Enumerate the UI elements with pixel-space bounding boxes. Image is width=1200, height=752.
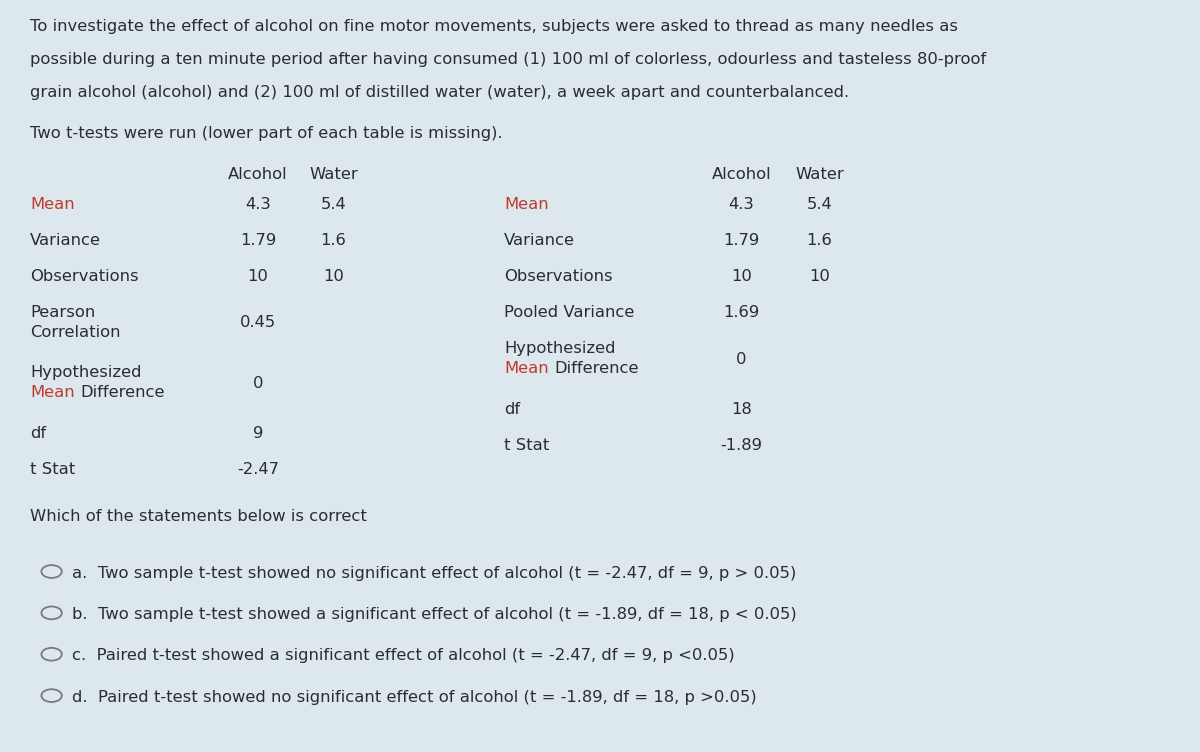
- Text: Water: Water: [310, 167, 358, 182]
- Text: To investigate the effect of alcohol on fine motor movements, subjects were aske: To investigate the effect of alcohol on …: [30, 19, 958, 34]
- Text: t Stat: t Stat: [30, 462, 76, 477]
- Text: -1.89: -1.89: [720, 438, 763, 453]
- Text: Mean: Mean: [30, 385, 74, 400]
- Text: t Stat: t Stat: [504, 438, 550, 453]
- Text: Alcohol: Alcohol: [712, 167, 772, 182]
- Text: 1.79: 1.79: [240, 233, 276, 248]
- Text: Hypothesized: Hypothesized: [30, 365, 142, 381]
- Text: 10: 10: [809, 269, 830, 284]
- Text: Observations: Observations: [30, 269, 139, 284]
- Text: 10: 10: [731, 269, 752, 284]
- Text: 5.4: 5.4: [320, 197, 347, 212]
- Text: Alcohol: Alcohol: [228, 167, 288, 182]
- Text: possible during a ten minute period after having consumed (1) 100 ml of colorles: possible during a ten minute period afte…: [30, 52, 986, 67]
- Text: d.  Paired t-test showed no significant effect of alcohol (t = -1.89, df = 18, p: d. Paired t-test showed no significant e…: [72, 690, 757, 705]
- Text: a.  Two sample t-test showed no significant effect of alcohol (t = -2.47, df = 9: a. Two sample t-test showed no significa…: [72, 566, 797, 581]
- Text: Hypothesized: Hypothesized: [504, 341, 616, 356]
- Text: 18: 18: [731, 402, 752, 417]
- Text: b.  Two sample t-test showed a significant effect of alcohol (t = -1.89, df = 18: b. Two sample t-test showed a significan…: [72, 607, 797, 622]
- Text: Mean: Mean: [504, 197, 548, 212]
- Text: Variance: Variance: [30, 233, 101, 248]
- Text: Variance: Variance: [504, 233, 575, 248]
- Text: 9: 9: [253, 426, 263, 441]
- Text: c.  Paired t-test showed a significant effect of alcohol (t = -2.47, df = 9, p <: c. Paired t-test showed a significant ef…: [72, 648, 734, 663]
- Text: 10: 10: [323, 269, 344, 284]
- Text: 0: 0: [253, 375, 263, 390]
- Text: df: df: [504, 402, 520, 417]
- Text: 10: 10: [247, 269, 269, 284]
- Text: df: df: [30, 426, 46, 441]
- Text: Which of the statements below is correct: Which of the statements below is correct: [30, 509, 367, 524]
- Text: Difference: Difference: [554, 361, 638, 376]
- Text: Water: Water: [796, 167, 844, 182]
- Text: 0: 0: [737, 351, 746, 366]
- Text: Pearson: Pearson: [30, 305, 95, 320]
- Text: 1.6: 1.6: [320, 233, 347, 248]
- Text: Mean: Mean: [504, 361, 548, 376]
- Text: Observations: Observations: [504, 269, 613, 284]
- Text: 5.4: 5.4: [806, 197, 833, 212]
- Text: Correlation: Correlation: [30, 325, 120, 340]
- Text: Pooled Variance: Pooled Variance: [504, 305, 635, 320]
- Text: 1.6: 1.6: [806, 233, 833, 248]
- Text: 4.3: 4.3: [245, 197, 271, 212]
- Text: 1.79: 1.79: [724, 233, 760, 248]
- Text: 4.3: 4.3: [728, 197, 755, 212]
- Text: 1.69: 1.69: [724, 305, 760, 320]
- Text: -2.47: -2.47: [238, 462, 278, 477]
- Text: 0.45: 0.45: [240, 315, 276, 330]
- Text: Two t-tests were run (lower part of each table is missing).: Two t-tests were run (lower part of each…: [30, 126, 503, 141]
- Text: grain alcohol (alcohol) and (2) 100 ml of distilled water (water), a week apart : grain alcohol (alcohol) and (2) 100 ml o…: [30, 85, 850, 100]
- Text: Difference: Difference: [80, 385, 164, 400]
- Text: Mean: Mean: [30, 197, 74, 212]
